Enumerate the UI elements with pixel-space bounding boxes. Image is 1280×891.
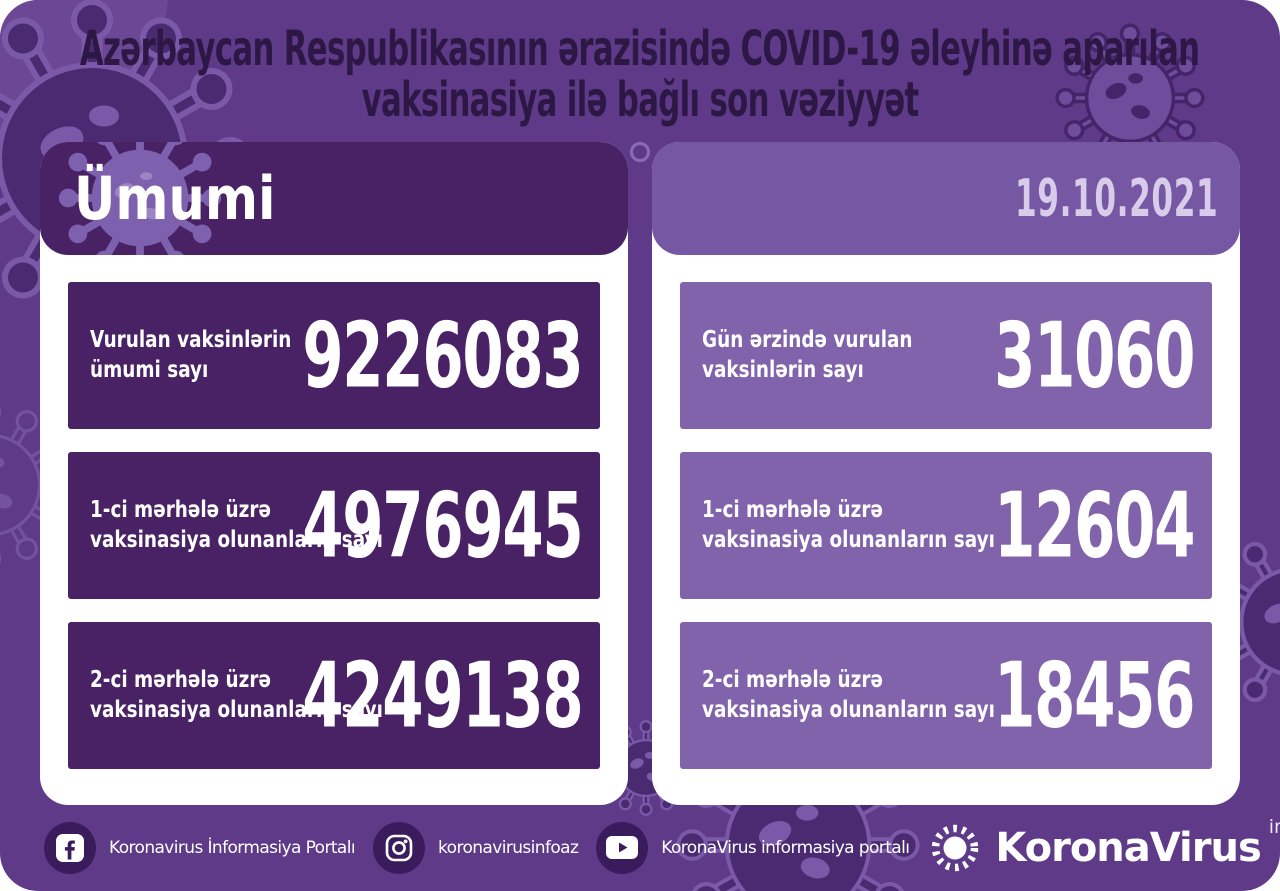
stat-label: 1-ci mərhələ üzrə vaksinasiya olunanları… — [702, 496, 995, 554]
panel-total: Ümumi Vurulan vaksinlərin ümumi sayı 922… — [40, 142, 628, 805]
stat-label: Gün ərzində vurulan vaksinlərin sayı — [702, 326, 913, 384]
panel-total-body: Vurulan vaksinlərin ümumi sayı 9226083 1… — [68, 255, 600, 805]
youtube-handle: KoronaVirus informasiya portalı — [596, 822, 910, 874]
instagram-icon — [373, 822, 425, 874]
stat-label: Vurulan vaksinlərin ümumi sayı — [90, 326, 292, 384]
stat-value: 4976945 — [301, 473, 583, 578]
title-line-2: vaksinasiya ilə bağlı son vəziyyət — [361, 71, 920, 128]
stat-value: 9226083 — [301, 303, 583, 408]
stat-card-total-vaccines: Vurulan vaksinlərin ümumi sayı 9226083 — [68, 282, 600, 429]
brand-name: KoronaVirus — [995, 825, 1261, 871]
stat-value: 4249138 — [301, 643, 583, 748]
stat-card-total-first-dose: 1-ci mərhələ üzrə vaksinasiya olunanları… — [68, 452, 600, 599]
stat-value: 31060 — [993, 303, 1195, 408]
footer: Koronavirus İnformasiya Portalı koronavi… — [0, 805, 1280, 891]
facebook-icon — [44, 822, 96, 874]
facebook-label: Koronavirus İnformasiya Portalı — [109, 838, 356, 858]
panel-daily-body: Gün ərzində vurulan vaksinlərin sayı 310… — [680, 255, 1212, 805]
brand-logo: KoronaVirus info — [927, 816, 1280, 876]
page-title: Azərbaycan Respublikasının ərazisində CO… — [0, 24, 1280, 126]
facebook-handle: Koronavirus İnformasiya Portalı — [44, 822, 356, 874]
panel-daily: 19.10.2021 Gün ərzində vurulan vaksinlər… — [652, 142, 1240, 805]
stat-card-daily-first-dose: 1-ci mərhələ üzrə vaksinasiya olunanları… — [680, 452, 1212, 599]
brand-suffix: info — [1268, 816, 1280, 838]
youtube-icon — [596, 822, 649, 874]
stat-card-total-second-dose: 2-ci mərhələ üzrə vaksinasiya olunanları… — [68, 622, 600, 769]
stat-label: 2-ci mərhələ üzrə vaksinasiya olunanları… — [702, 666, 995, 724]
panel-daily-header: 19.10.2021 — [652, 142, 1240, 255]
virus-logo-icon — [932, 824, 979, 872]
instagram-label: koronavirusinfoaz — [438, 838, 579, 858]
instagram-handle: koronavirusinfoaz — [373, 822, 579, 874]
stat-card-daily-vaccines: Gün ərzində vurulan vaksinlərin sayı 310… — [680, 282, 1212, 429]
stat-value: 18456 — [993, 643, 1195, 748]
stats-columns: Ümumi Vurulan vaksinlərin ümumi sayı 922… — [40, 142, 1240, 805]
panel-total-title: Ümumi — [74, 163, 276, 234]
date-label: 19.10.2021 — [1015, 168, 1219, 229]
youtube-label: KoronaVirus informasiya portalı — [661, 838, 910, 858]
title-line-1: Azərbaycan Respublikasının ərazisində CO… — [80, 21, 1200, 77]
stat-card-daily-second-dose: 2-ci mərhələ üzrə vaksinasiya olunanları… — [680, 622, 1212, 769]
panel-total-header: Ümumi — [40, 142, 628, 255]
stat-label: 1-ci mərhələ üzrə vaksinasiya olunanları… — [90, 496, 383, 554]
stat-label: 2-ci mərhələ üzrə vaksinasiya olunanları… — [90, 666, 383, 724]
stat-value: 12604 — [993, 473, 1195, 578]
